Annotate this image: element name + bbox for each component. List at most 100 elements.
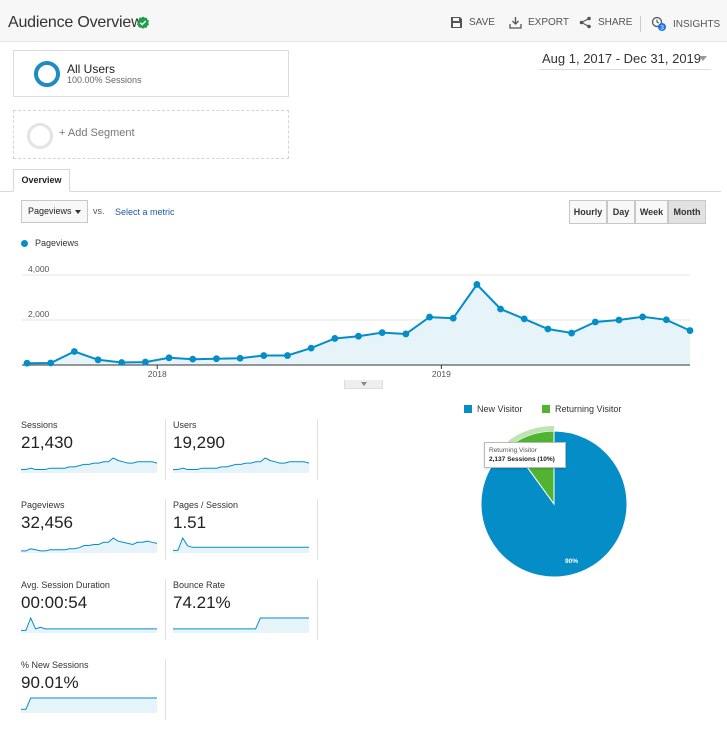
chart-data-point[interactable] xyxy=(260,352,268,359)
tile-divider xyxy=(165,419,166,480)
tile-divider xyxy=(317,579,318,640)
chart-data-point[interactable] xyxy=(591,318,599,326)
toolbar-divider xyxy=(640,16,641,32)
tile-divider xyxy=(317,499,318,560)
metric-value: 1.51 xyxy=(173,513,207,532)
metric-sparkline xyxy=(21,616,157,633)
x-tick-label: 2018 xyxy=(148,369,167,379)
chart-data-point[interactable] xyxy=(402,330,410,338)
sparkline-line xyxy=(21,457,158,470)
metric-tile[interactable]: Avg. Session Duration 00:00:54 xyxy=(21,580,166,638)
share-label: SHARE xyxy=(598,17,633,28)
chart-data-point[interactable] xyxy=(307,344,315,352)
page-title: Audience Overview xyxy=(8,14,143,31)
metric-sparkline xyxy=(21,537,158,553)
export-button[interactable]: EXPORT xyxy=(509,16,569,29)
metric-value: 74.21% xyxy=(173,593,231,612)
chart-data-point[interactable] xyxy=(47,359,55,367)
chart-data-point[interactable] xyxy=(544,325,552,333)
chart-data-point[interactable] xyxy=(686,327,694,334)
chart-legend-label: Pageviews xyxy=(35,238,79,248)
metric-dropdown-label: Pageviews xyxy=(28,206,72,216)
sparkline-area xyxy=(173,458,309,473)
tab-baseline xyxy=(0,191,721,192)
metric-tile[interactable]: Pageviews 32,456 xyxy=(21,500,166,558)
sparkline-line xyxy=(173,457,310,470)
chevron-down-icon xyxy=(75,210,81,214)
metric-value: 21,430 xyxy=(21,433,73,452)
share-button[interactable]: SHARE xyxy=(579,16,632,29)
tooltip-title: Returning Visitor xyxy=(489,447,537,454)
metric-value: 19,290 xyxy=(173,433,225,452)
save-icon xyxy=(451,17,462,28)
vs-label: vs. xyxy=(93,206,105,216)
metric-sparkline xyxy=(21,697,157,713)
chart-data-point[interactable] xyxy=(378,329,386,336)
chart-data-point[interactable] xyxy=(284,352,291,359)
date-range-picker[interactable]: Aug 1, 2017 - Dec 31, 2019 xyxy=(539,50,711,70)
metric-sparkline xyxy=(173,617,309,633)
chart-data-point[interactable] xyxy=(141,358,149,366)
sparkline-line xyxy=(21,537,158,552)
chart-data-point[interactable] xyxy=(426,313,433,321)
add-segment-button[interactable]: + Add Segment xyxy=(13,110,289,159)
metric-tile[interactable]: Pages / Session 1.51 xyxy=(173,500,318,558)
sparkline-line xyxy=(173,617,309,630)
granularity-week[interactable]: Week xyxy=(635,200,668,224)
chart-data-point[interactable] xyxy=(94,356,102,364)
tile-divider xyxy=(165,499,166,560)
select-metric-link[interactable]: Select a metric xyxy=(115,207,175,217)
x-tick-label: 2019 xyxy=(432,369,451,379)
insights-button[interactable]: 3 INSIGHTS xyxy=(651,16,720,32)
granularity-day[interactable]: Day xyxy=(607,200,635,224)
chart-data-point[interactable] xyxy=(236,354,244,362)
pie-tooltip: Returning Visitor 2,137 Sessions (10%) xyxy=(484,442,566,468)
metric-tile[interactable]: % New Sessions 90.01% xyxy=(21,660,166,718)
chevron-down-icon xyxy=(699,56,707,61)
verified-check-icon xyxy=(137,16,149,29)
metric-tile[interactable]: Sessions 21,430 xyxy=(21,420,166,478)
chart-data-point[interactable] xyxy=(165,354,173,362)
y-tick-label: 2,000 xyxy=(28,309,50,319)
metric-dropdown[interactable]: Pageviews xyxy=(21,200,88,223)
tile-divider xyxy=(165,659,166,720)
chart-data-point[interactable] xyxy=(118,359,126,366)
chart-data-point[interactable] xyxy=(662,316,670,324)
pie-slice-label: 90% xyxy=(565,558,579,565)
granularity-hourly[interactable]: Hourly xyxy=(569,200,607,224)
segment-name: All Users xyxy=(67,62,116,76)
chart-data-point[interactable] xyxy=(23,359,31,367)
segment-sessions: 100.00% Sessions xyxy=(67,75,142,85)
chart-data-point[interactable] xyxy=(568,329,576,337)
metric-label: Users xyxy=(173,420,197,430)
sparkline-area xyxy=(21,698,157,713)
chart-data-point[interactable] xyxy=(189,355,197,363)
tab-overview[interactable]: Overview xyxy=(13,169,70,192)
chart-data-point[interactable] xyxy=(615,316,623,324)
chart-data-point[interactable] xyxy=(520,315,528,323)
chart-data-point[interactable] xyxy=(449,314,457,322)
save-button[interactable]: SAVE xyxy=(450,16,495,29)
metric-value: 32,456 xyxy=(21,513,73,532)
legend-returning-visitor-swatch xyxy=(542,405,550,413)
granularity-month[interactable]: Month xyxy=(668,200,706,224)
chart-data-point[interactable] xyxy=(355,332,362,340)
export-icon xyxy=(509,17,522,29)
legend-new-visitor-swatch xyxy=(464,405,472,413)
top-bar: Audience Overview SAVE EXPORT SHARE 3 IN… xyxy=(0,0,727,42)
metric-tile[interactable]: Bounce Rate 74.21% xyxy=(173,580,318,638)
metric-sparkline xyxy=(21,457,158,473)
chart-data-point[interactable] xyxy=(331,335,339,342)
chart-data-point[interactable] xyxy=(213,355,220,363)
share-icon xyxy=(579,16,591,29)
collapse-chart-toggle[interactable] xyxy=(344,380,383,389)
sparkline-line xyxy=(173,536,309,551)
segment-all-users[interactable]: All Users 100.00% Sessions xyxy=(13,50,289,97)
chart-data-point[interactable] xyxy=(639,313,647,321)
metric-sparkline xyxy=(173,457,310,473)
metric-tile[interactable]: Users 19,290 xyxy=(173,420,318,478)
chart-data-point[interactable] xyxy=(70,348,78,355)
metric-value: 90.01% xyxy=(21,673,79,692)
chart-data-point[interactable] xyxy=(497,305,504,313)
chart-data-point[interactable] xyxy=(473,281,481,288)
